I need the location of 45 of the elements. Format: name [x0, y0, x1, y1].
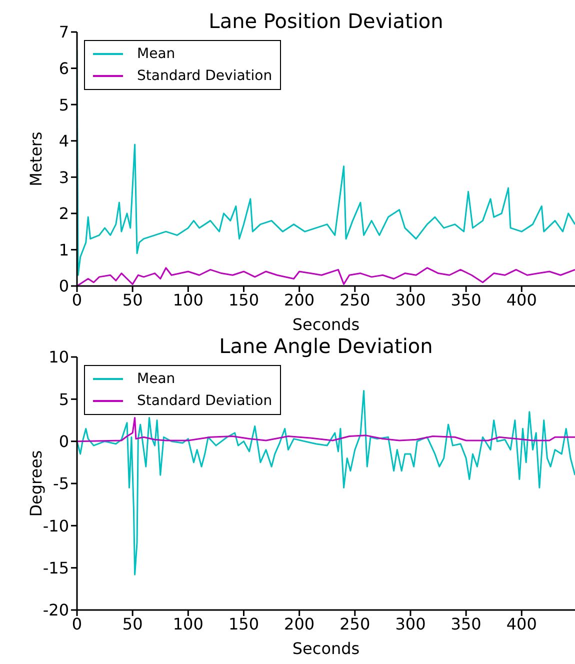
y-tick-label: -20: [42, 600, 69, 620]
x-tick-label: 250: [340, 290, 370, 310]
x-tick-label: 0: [72, 614, 82, 634]
y-tick-label: -15: [42, 558, 69, 578]
y-tick-label: 10: [48, 348, 69, 367]
x-tick-label: 200: [284, 614, 315, 634]
x-tick-label: 150: [228, 614, 260, 634]
y-tick-label: 0: [58, 276, 69, 296]
y-tick-label: 6: [58, 58, 69, 78]
x-tick-label: 100: [172, 614, 204, 634]
x-tick-label: 250: [340, 614, 370, 634]
legend-label: Standard Deviation: [137, 67, 272, 86]
chart-title: Lane Position Deviation: [208, 9, 444, 33]
x-tick-label: 100: [172, 290, 204, 310]
x-tick-label: 0: [72, 290, 82, 310]
x-tick-label: 200: [284, 290, 315, 310]
y-tick-label: -10: [42, 516, 69, 536]
legend-label: Standard Deviation: [137, 392, 272, 411]
y-axis-title: Degrees: [26, 450, 46, 517]
x-tick-label: 350: [450, 290, 482, 310]
x-tick-label: 50: [122, 614, 143, 634]
y-tick-label: 2: [58, 204, 69, 224]
x-axis-title: Seconds: [292, 639, 360, 658]
y-tick-label: 7: [58, 22, 69, 42]
x-tick-label: 50: [122, 290, 143, 310]
x-tick-label: 300: [395, 290, 426, 310]
chart-title: Lane Angle Deviation: [218, 334, 434, 358]
y-tick-label: 0: [58, 432, 69, 452]
legend-label: Mean: [137, 45, 176, 64]
x-tick-label: 400: [506, 614, 537, 634]
y-tick-label: -5: [53, 474, 69, 494]
x-tick-label: 150: [228, 290, 260, 310]
legend-label: Mean: [137, 370, 176, 389]
y-tick-label: 1: [58, 240, 69, 260]
y-tick-label: 5: [58, 390, 69, 409]
y-tick-label: 4: [58, 132, 69, 151]
y-tick-label: 5: [58, 95, 69, 114]
x-axis-title: Seconds: [292, 315, 360, 334]
x-tick-label: 300: [395, 614, 426, 634]
line-series: [77, 416, 575, 442]
x-tick-label: 400: [506, 290, 537, 310]
x-tick-label: 350: [450, 614, 482, 634]
y-axis-title: Meters: [26, 132, 46, 186]
line-series: [77, 390, 575, 576]
y-tick-label: 3: [58, 168, 69, 187]
